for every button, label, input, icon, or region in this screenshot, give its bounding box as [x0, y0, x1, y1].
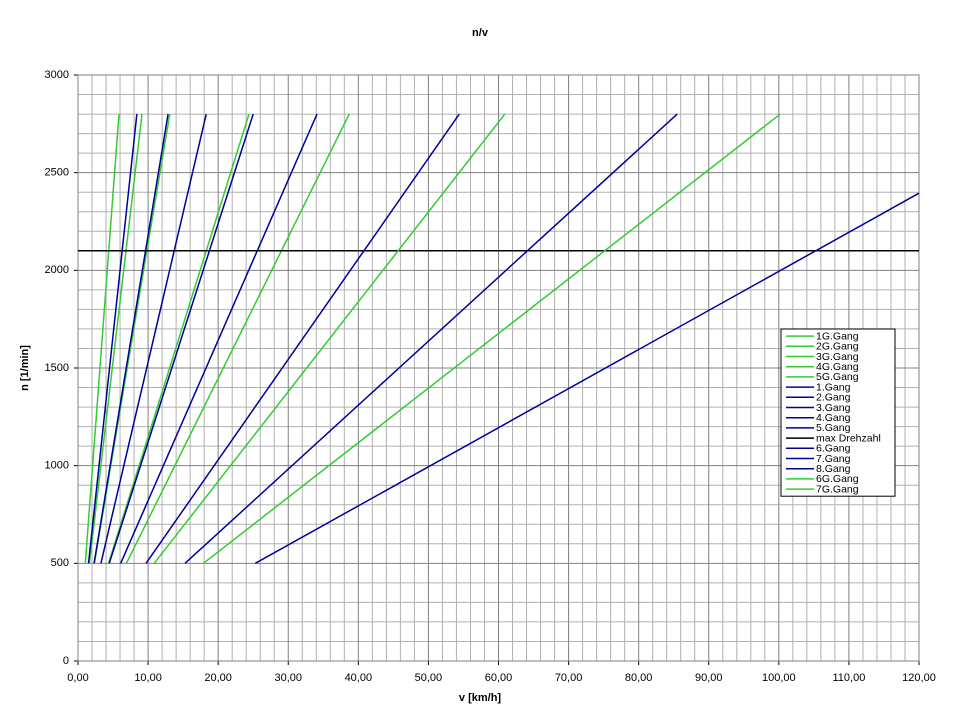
series-line [202, 113, 781, 564]
x-tick-label: 50,00 [415, 672, 443, 684]
series-line [153, 113, 506, 564]
y-tick-label: 2000 [45, 264, 69, 276]
legend-label: 8.Gang [816, 463, 851, 475]
y-tick-label: 2500 [45, 167, 69, 179]
x-tick-label: 70,00 [555, 672, 583, 684]
legend-label: 7G.Gang [816, 483, 859, 495]
y-axis-label: n [1/min] [19, 345, 31, 391]
chart-title: n/v [472, 27, 489, 39]
x-tick-label: 100,00 [762, 672, 796, 684]
series-line [145, 113, 460, 564]
legend-label: 1G.Gang [816, 330, 859, 342]
series-line [107, 113, 250, 564]
series-line [108, 113, 254, 564]
legend-label: 6G.Gang [816, 473, 859, 485]
x-tick-label: 0,00 [67, 672, 88, 684]
series-line [184, 113, 678, 564]
legend-label: 5G.Gang [816, 371, 859, 383]
y-tick-label: 1500 [45, 362, 69, 374]
y-tick-label: 0 [63, 655, 69, 667]
series-line [84, 114, 120, 564]
x-tick-label: 60,00 [485, 672, 513, 684]
x-tick-label: 10,00 [134, 672, 162, 684]
series-line [119, 113, 318, 564]
legend-label: 3.Gang [816, 402, 851, 414]
y-tick-label: 3000 [45, 69, 69, 81]
x-tick-label: 40,00 [345, 672, 373, 684]
series-line [88, 113, 143, 564]
series-line [125, 113, 350, 564]
legend-label: 2.Gang [816, 392, 851, 404]
legend-label: 5.Gang [816, 422, 851, 434]
plot-frame [77, 74, 920, 662]
legend-label: 4.Gang [816, 412, 851, 424]
series-line [93, 113, 169, 564]
x-axis-label: v [km/h] [459, 692, 502, 704]
legend-label: 7.Gang [816, 453, 851, 465]
x-tick-label: 120,00 [902, 672, 936, 684]
x-tick-label: 110,00 [833, 672, 866, 684]
legend-label: 1.Gang [816, 381, 851, 393]
series-line [87, 113, 138, 564]
legend-label: 4G.Gang [816, 361, 859, 373]
series-line [254, 192, 920, 564]
y-tick-label: 1000 [45, 460, 69, 472]
legend-label: 3G.Gang [816, 351, 859, 363]
legend-label: max Drehzahl [816, 432, 881, 444]
y-tick-label: 500 [51, 557, 69, 569]
x-tick-label: 80,00 [625, 672, 653, 684]
x-tick-label: 30,00 [274, 672, 302, 684]
series-line [100, 113, 207, 564]
legend-label: 6.Gang [816, 443, 851, 455]
x-tick-label: 90,00 [695, 672, 723, 684]
x-tick-label: 20,00 [204, 672, 232, 684]
legend-label: 2G.Gang [816, 341, 859, 353]
